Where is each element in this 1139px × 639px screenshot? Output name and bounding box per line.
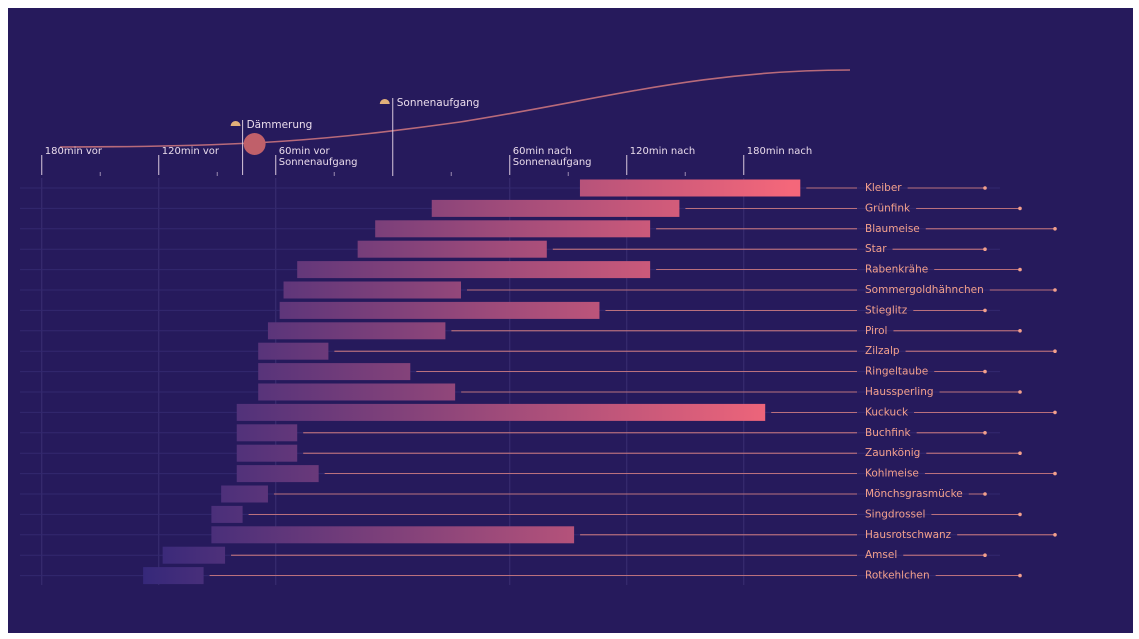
- dawn-marker: [243, 133, 266, 155]
- bird-label: Amsel: [865, 549, 897, 561]
- bar: [279, 301, 600, 319]
- dot: [983, 186, 987, 190]
- dot: [1018, 512, 1022, 517]
- bird-label: Mönchsgrasmücke: [865, 488, 963, 500]
- dot: [1053, 227, 1057, 231]
- bird-label: Haussperling: [865, 386, 934, 398]
- bar: [211, 505, 243, 523]
- dot: [983, 369, 987, 374]
- bar: [267, 322, 446, 340]
- dot: [1018, 390, 1022, 394]
- bird-label: Star: [865, 243, 887, 255]
- dot: [983, 492, 987, 496]
- bar: [143, 567, 204, 585]
- bar: [162, 546, 226, 564]
- dot: [983, 308, 987, 313]
- bird-label: Kleiber: [865, 182, 902, 194]
- dot: [983, 553, 987, 557]
- x-tick-label: 180min nach: [746, 146, 813, 157]
- dot: [1053, 349, 1057, 354]
- bar: [357, 240, 547, 258]
- bird-label: Rotkehlchen: [865, 570, 930, 582]
- sun-icon: [230, 121, 241, 126]
- bird-label: Stieglitz: [865, 304, 908, 316]
- bird-label: Zaunkönig: [865, 447, 920, 459]
- x-tick-label: 60min nach Sonnenaufgang: [512, 146, 592, 168]
- bird-label: Buchfink: [865, 427, 912, 439]
- dot: [983, 431, 987, 435]
- dot: [1053, 471, 1057, 476]
- annotation: Dämmerung: [247, 119, 313, 131]
- bird-label: Hausrotschwanz: [865, 529, 952, 541]
- bird-label: Pirol: [865, 325, 887, 337]
- bar: [258, 363, 411, 381]
- x-tick-label: 120min nach: [629, 146, 696, 157]
- dot: [1018, 267, 1022, 272]
- bird-label: Singdrossel: [865, 508, 925, 520]
- bar: [431, 199, 680, 217]
- dot: [1018, 329, 1022, 333]
- bird-label: Kohlmeise: [865, 468, 919, 480]
- bird-label: Rabenkrähe: [865, 264, 928, 276]
- bar: [236, 444, 298, 462]
- dot: [983, 247, 987, 251]
- bird-label: Sommergoldhähnchen: [865, 284, 984, 296]
- x-tick-label: 180min vor: [44, 146, 103, 157]
- bar: [211, 526, 575, 544]
- bird-label: Ringeltaube: [865, 366, 928, 378]
- bar: [258, 342, 329, 360]
- bar: [283, 281, 461, 299]
- bar: [258, 383, 456, 401]
- bird-label: Zilzalp: [865, 345, 900, 357]
- annotation: Sonnenaufgang: [397, 97, 480, 109]
- dot: [1053, 410, 1057, 415]
- dot: [1018, 206, 1022, 211]
- bird-label: Grünfink: [865, 202, 911, 214]
- x-tick-label: 120min vor: [161, 146, 220, 157]
- dot: [1053, 288, 1057, 292]
- sun-curve: [59, 69, 851, 148]
- bar: [297, 261, 651, 279]
- bird-label: Kuckuck: [865, 406, 909, 418]
- dot: [1053, 533, 1057, 537]
- bar: [236, 403, 766, 421]
- bar: [236, 424, 298, 442]
- bar: [375, 220, 651, 238]
- dot: [1018, 573, 1022, 578]
- bird-label: Blaumeise: [865, 223, 920, 235]
- bar: [579, 179, 801, 197]
- dot: [1018, 451, 1022, 456]
- x-tick-label: 60min vor Sonnenaufgang: [278, 146, 358, 168]
- sun-icon: [379, 99, 390, 104]
- bar: [221, 485, 268, 503]
- bar: [236, 465, 319, 483]
